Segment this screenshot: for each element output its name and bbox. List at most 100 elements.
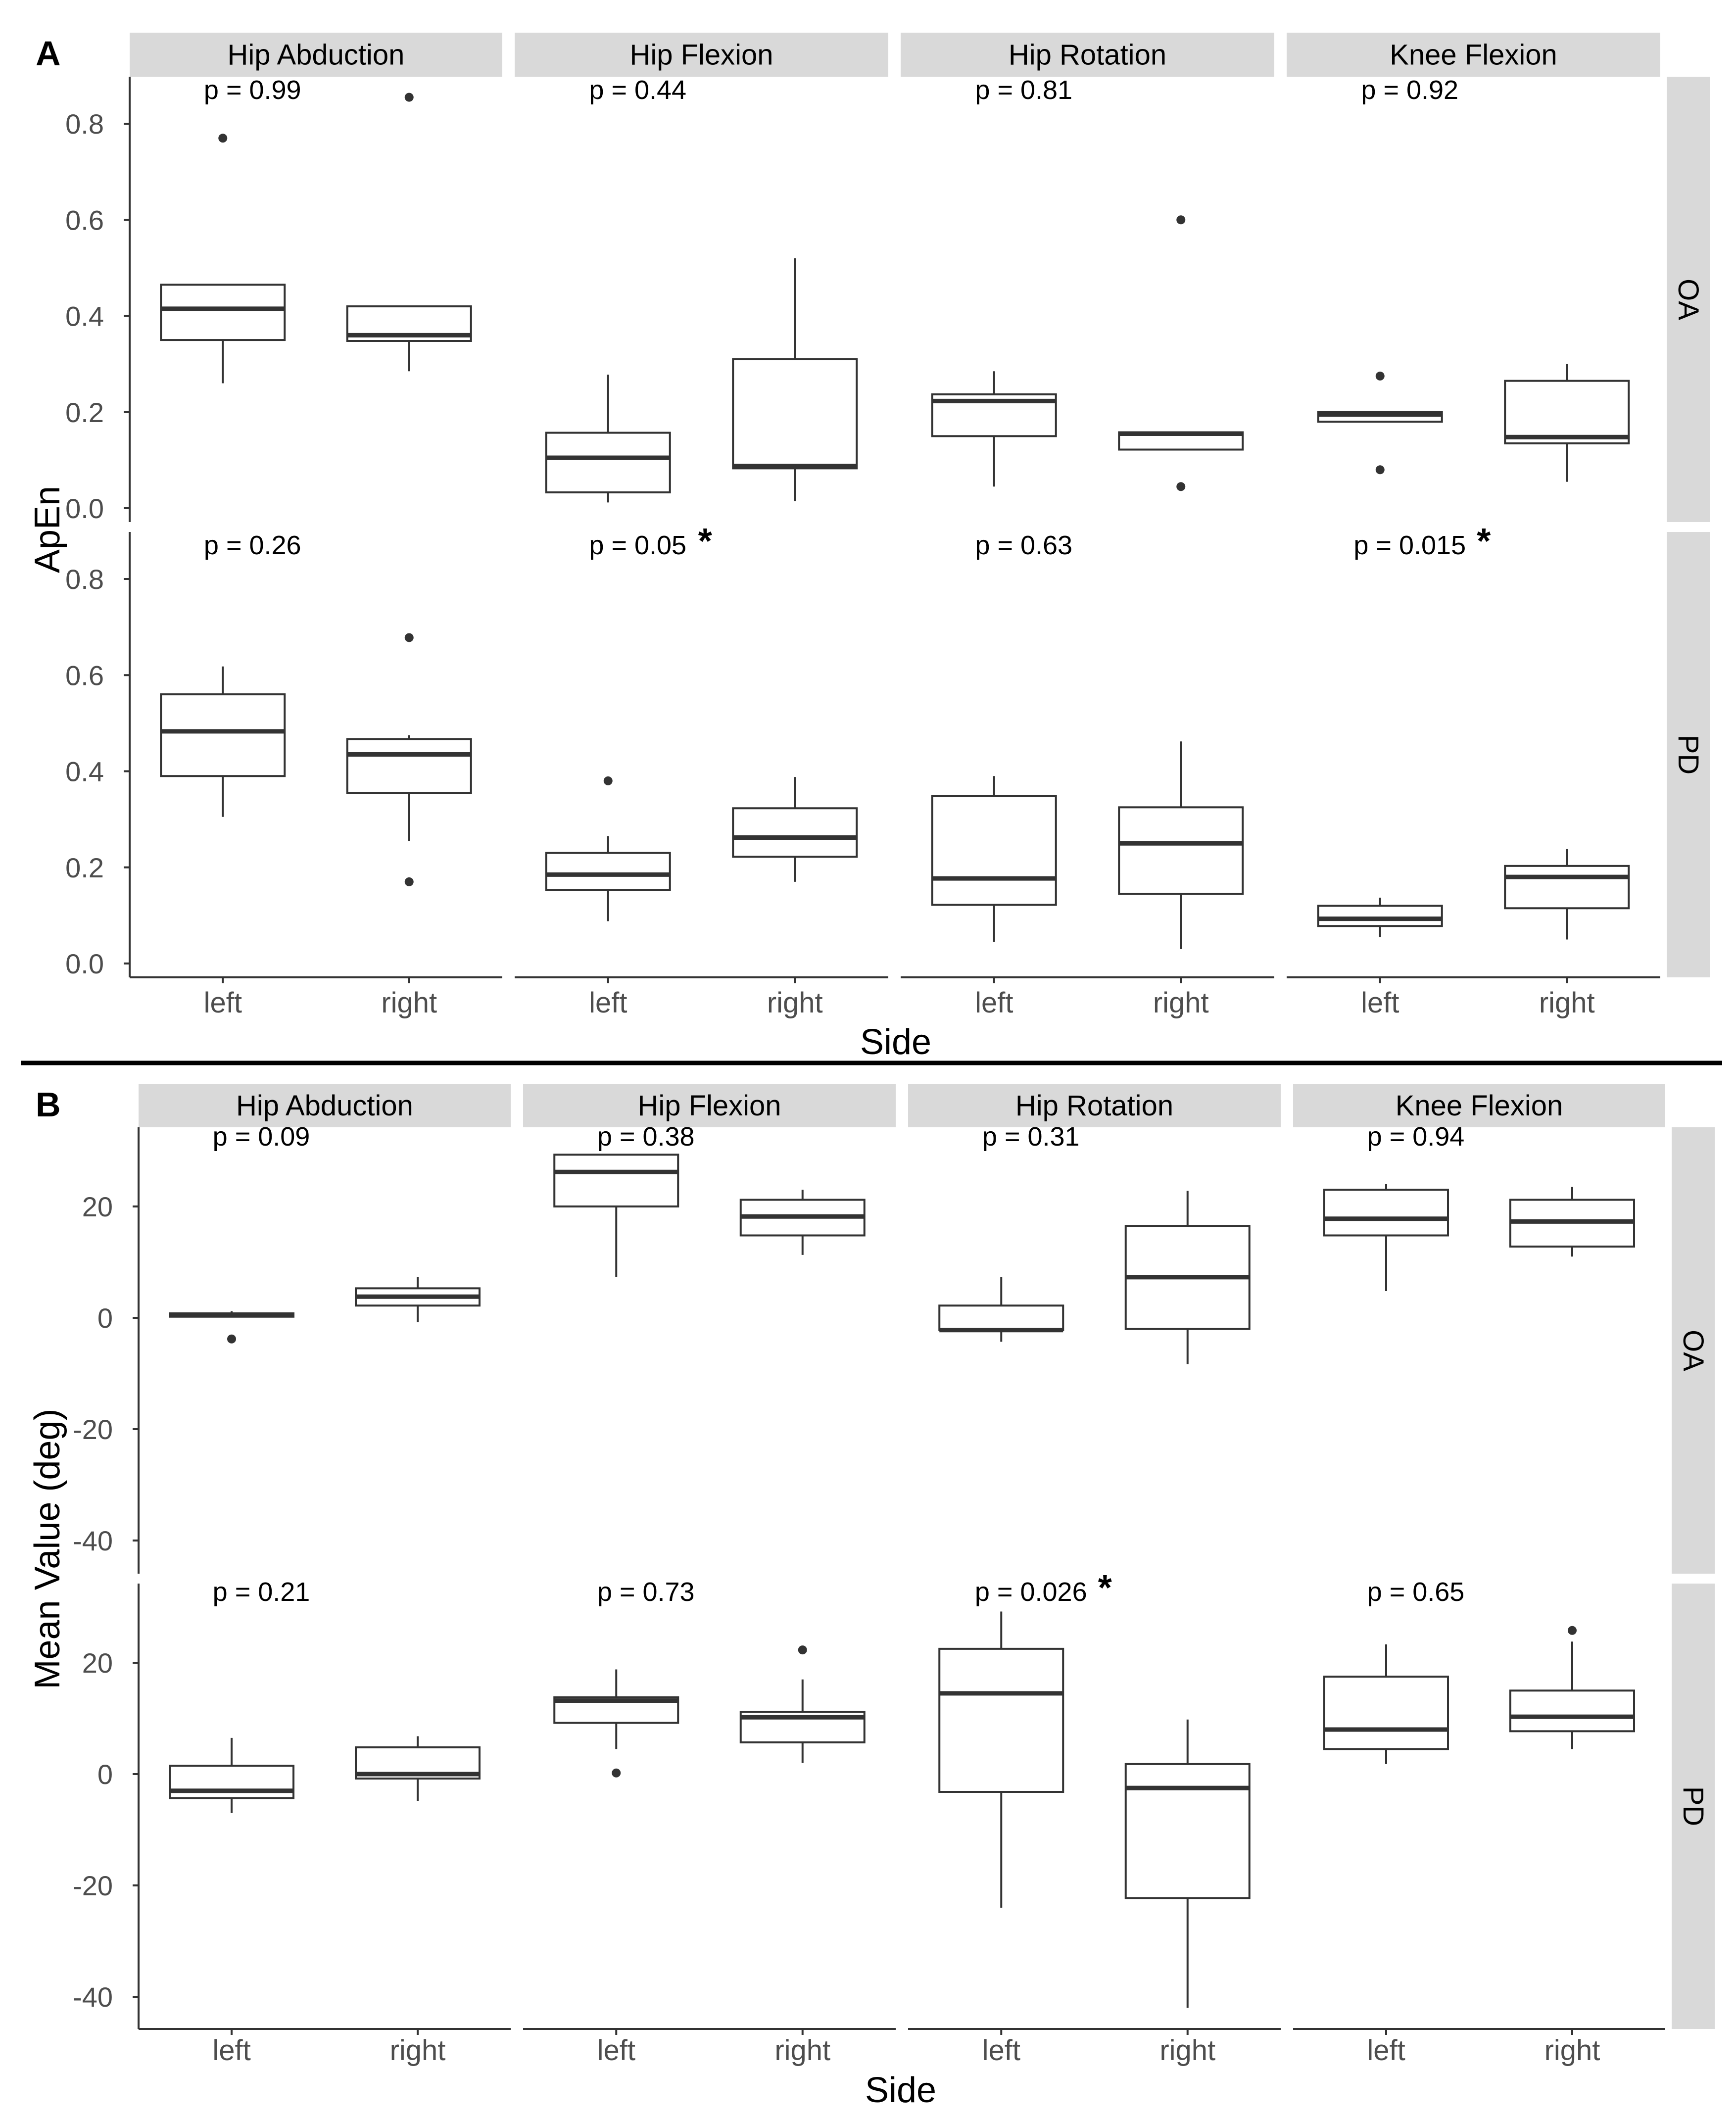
box-iqr [160,693,286,777]
x-tick-label: right [1539,987,1595,1019]
facet-strip-label: Hip Flexion [629,39,773,71]
x-tick-label: left [212,2034,250,2067]
outlier-point [404,633,414,642]
y-tick-label: -20 [73,1870,113,1901]
facet-hip-rotation-oa: p = 0.31 [938,1122,1251,1364]
facet-strip-column [1293,1084,1665,1127]
box-iqr [545,852,671,891]
outlier-point [603,776,613,785]
y-tick-label: 0.0 [65,948,104,979]
outlier-point [218,134,228,143]
facet-strip-column [130,33,502,77]
facet-strip-label: Knee Flexion [1390,39,1557,71]
p-value-label: p = 0.026 [975,1577,1087,1607]
facet-strip-column [901,33,1274,77]
facet-hip-rotation-oa: p = 0.81 [931,75,1244,491]
x-tick-label: right [1153,987,1209,1019]
p-value-label: p = 0.94 [1367,1122,1465,1152]
box-left [553,1669,679,1778]
y-tick-label: 0 [97,1302,113,1334]
y-axis-title: ApEn [28,486,67,573]
p-value-label: p = 0.73 [597,1577,695,1607]
box-left [931,371,1057,487]
y-tick-label: 20 [82,1191,113,1222]
facet-hip-abduction-pd: p = 0.26 [160,530,472,886]
y-tick-label: 0 [97,1759,113,1790]
p-value-label: p = 0.44 [589,75,686,105]
facet-strip-label: OA [1672,279,1704,320]
box-left [169,1311,294,1344]
box-left [1323,1184,1449,1291]
box-iqr [938,1647,1064,1793]
facet-hip-abduction-oa: p = 0.09 [169,1122,481,1344]
y-tick-label: -40 [73,1981,113,2013]
facet-strip-row [1672,1584,1715,2029]
p-value-label: p = 0.63 [975,530,1072,560]
x-axis-title: Side [865,2071,936,2110]
y-tick-label: 0.6 [65,204,104,236]
p-value-label: p = 0.65 [1367,1577,1465,1607]
facet-knee-flexion-pd: p = 0.015 * [1317,522,1630,940]
box-right [346,93,472,372]
outlier-point [1176,215,1186,225]
box-iqr [938,1304,1064,1331]
box-iqr [1118,806,1244,895]
box-left [1317,897,1443,937]
x-tick-label: left [597,2034,635,2067]
box-left [938,1611,1064,1908]
y-tick-label: 0.8 [65,108,104,140]
facet-hip-flexion-pd: p = 0.73 [553,1577,866,1778]
box-right [732,258,858,501]
x-tick-label: right [1159,2034,1215,2067]
outlier-point [1176,482,1186,491]
facet-strip-row [1667,77,1710,522]
box-left [545,374,671,503]
box-left [938,1277,1064,1342]
x-tick-label: left [589,987,627,1019]
box-right [1509,1626,1635,1749]
box-left [169,1737,294,1813]
outlier-point [1568,1626,1577,1635]
box-left [931,776,1057,942]
facet-hip-abduction-oa: p = 0.99 [160,75,472,384]
p-value-label: p = 0.99 [204,75,301,105]
x-tick-label: right [390,2034,446,2067]
facet-strip-row [1672,1127,1715,1574]
box-right [346,633,472,886]
x-axis-title: Side [860,1022,931,1062]
outlier-point [1375,371,1385,381]
outlier-point [612,1768,621,1778]
box-iqr [1323,1676,1449,1750]
box-right [732,777,858,882]
box-iqr [1323,1189,1449,1237]
facet-knee-flexion-oa: p = 0.94 [1323,1122,1635,1291]
p-value-label: p = 0.05 [589,530,686,560]
panel-label: B [36,1085,61,1124]
p-value-label: p = 0.09 [213,1122,310,1152]
y-tick-label: 0.0 [65,493,104,524]
x-tick-label: left [975,987,1013,1019]
outlier-point [798,1645,807,1655]
facet-strip-label: Hip Flexion [637,1090,781,1122]
outlier-point [404,93,414,102]
p-value-label: p = 0.38 [597,1122,695,1152]
facet-strip-label: OA [1677,1330,1709,1371]
x-tick-label: left [982,2034,1020,2067]
facet-strip-label: Knee Flexion [1396,1090,1563,1122]
panel-label: A [36,34,61,73]
box-iqr [545,432,671,493]
facet-strip-label: Hip Rotation [1009,39,1166,71]
facet-strip-label: Hip Abduction [228,39,405,71]
facet-strip-column [523,1084,896,1127]
box-iqr [1509,1689,1635,1733]
box-right [1118,215,1244,491]
box-right [1509,1187,1635,1257]
y-tick-label: 0.4 [65,756,104,787]
facet-strip-column [515,33,888,77]
outlier-point [404,877,414,886]
box-right [355,1736,481,1801]
facet-strip-column [139,1084,511,1127]
box-right [739,1645,866,1763]
significance-star: * [698,522,712,561]
box-right [1504,364,1630,482]
